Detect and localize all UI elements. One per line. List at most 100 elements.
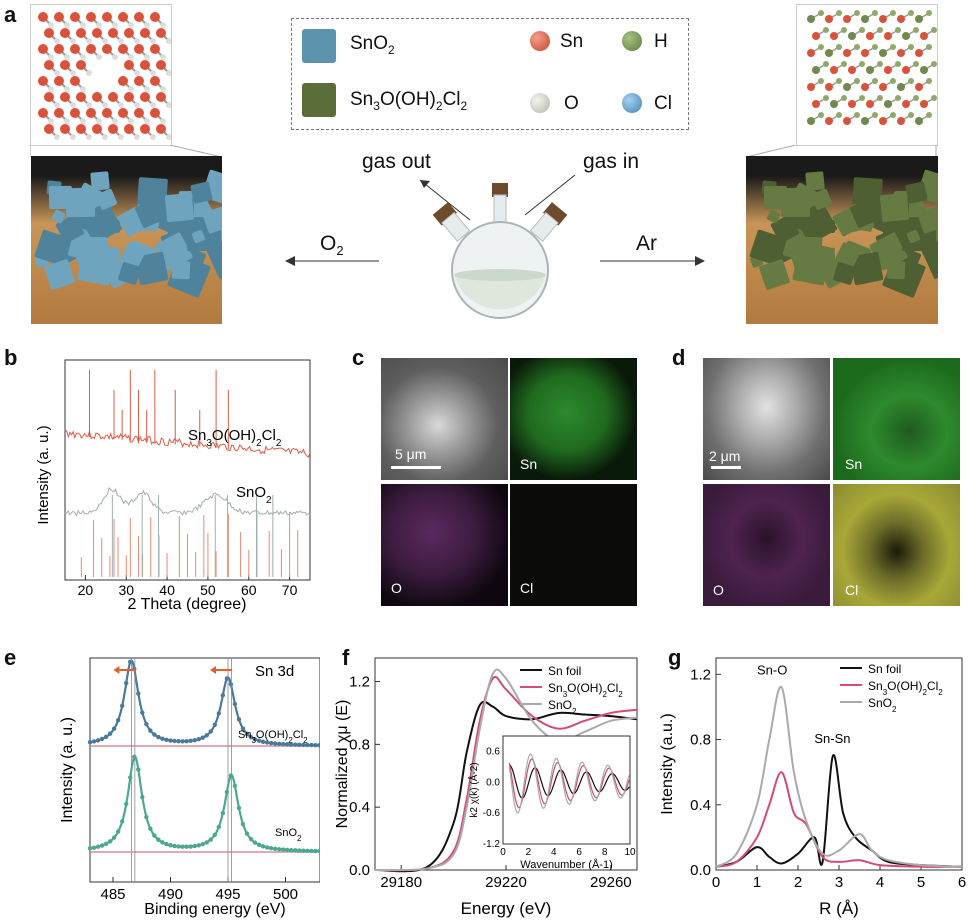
o-atom (70, 70, 76, 76)
xps-point (156, 734, 161, 740)
xps-point (99, 843, 105, 848)
xps-frame (89, 657, 320, 883)
exafs-series-line (715, 686, 963, 868)
atom (812, 32, 820, 40)
xps-point (305, 848, 310, 853)
xps-point (289, 847, 294, 853)
atom (843, 117, 851, 125)
xps-series-label: Sn3O(OH)2Cl2 (238, 729, 308, 745)
o-atom (166, 102, 172, 108)
inset-xtick-label: 4 (551, 847, 557, 858)
xps-point (176, 844, 181, 849)
o-atom (160, 22, 166, 28)
legend-sno2: SnO2 (350, 33, 395, 57)
xps-point (240, 821, 246, 827)
sn-atom (44, 124, 54, 134)
xps-point (128, 775, 133, 780)
xps-point (124, 680, 129, 686)
xps-point (220, 810, 226, 816)
sn-atom (38, 108, 48, 118)
cl-ball-icon (622, 93, 642, 113)
xps-point (192, 843, 197, 849)
atom (915, 15, 923, 23)
atom (812, 100, 820, 108)
xps-point (136, 691, 141, 696)
panel-label-c: c (352, 345, 365, 370)
xps-point (232, 701, 238, 707)
o-atom (102, 134, 108, 140)
h-atom (877, 27, 883, 33)
xrd-xtick-label: 40 (159, 582, 175, 598)
inset-xtick-label: 10 (624, 847, 636, 858)
sn3-particles-scene (746, 156, 938, 324)
xps-point (136, 767, 141, 772)
h-atom (823, 95, 829, 101)
exafs-xtick-label: 1 (753, 874, 761, 891)
xps-point (148, 826, 153, 831)
xps-point (184, 738, 189, 744)
xps-point (103, 734, 109, 740)
sn-atom (156, 60, 166, 70)
atom (884, 32, 892, 40)
h-atom (926, 10, 932, 16)
o-atom (118, 134, 124, 140)
h-atom (890, 44, 896, 50)
atom (848, 100, 856, 108)
o-atom (134, 70, 140, 76)
sn-atom (134, 108, 144, 118)
inset-xlabel: Wavenumber (Å-1) (520, 858, 613, 871)
h-atom (841, 95, 847, 101)
o-atom (166, 134, 172, 140)
atom (843, 49, 851, 57)
atom (830, 66, 838, 74)
sn-atom (44, 60, 54, 70)
exafs-xtick-label: 6 (958, 874, 966, 891)
h-atom (836, 78, 842, 84)
xps-point (293, 742, 298, 747)
atom (897, 117, 905, 125)
sn-atom (140, 92, 150, 102)
xps-point (264, 740, 270, 745)
o-atom (80, 86, 86, 92)
xps-point (232, 783, 238, 788)
three-neck-flask-icon (419, 175, 576, 319)
h-atom (895, 61, 901, 67)
atom (897, 49, 905, 57)
h-atom (895, 27, 901, 33)
xps-point (244, 731, 250, 737)
h-atom (926, 44, 932, 50)
sn-atom (156, 124, 166, 134)
xps-point (297, 848, 302, 853)
xrd-xtick-label: 50 (200, 582, 216, 598)
sn-atom (134, 44, 144, 54)
eds-o-label-c: O (391, 580, 402, 596)
particle-cube (43, 258, 76, 291)
atom (825, 49, 833, 57)
xps-point (124, 801, 129, 807)
eds-cl-d: Cl (833, 484, 960, 606)
o-atom (118, 102, 124, 108)
xps-point (107, 839, 113, 844)
o-atom (102, 102, 108, 108)
sn-atom (134, 12, 144, 22)
xps-point (264, 845, 270, 850)
eds-cl-c: Cl (510, 484, 637, 606)
inset-ytick-label: -0.6 (483, 808, 501, 819)
o-atom (80, 22, 86, 28)
o-atom (128, 86, 134, 92)
xps-point (160, 840, 165, 845)
h-atom (859, 61, 865, 67)
xps-shift-arrowhead (210, 666, 216, 674)
arrow-right-icon (600, 256, 705, 266)
xps-point (289, 742, 294, 747)
exafs-xlabel: R (Å) (819, 899, 859, 918)
h-atom (913, 95, 919, 101)
xps-point (244, 831, 250, 836)
xps-point (160, 736, 165, 741)
xps-point (172, 843, 177, 849)
xps-xtick-label: 500 (273, 886, 298, 903)
h-atom (818, 78, 824, 84)
h-atom (823, 27, 829, 33)
xanes-legend-label: Sn3O(OH)2Cl2 (548, 681, 623, 699)
